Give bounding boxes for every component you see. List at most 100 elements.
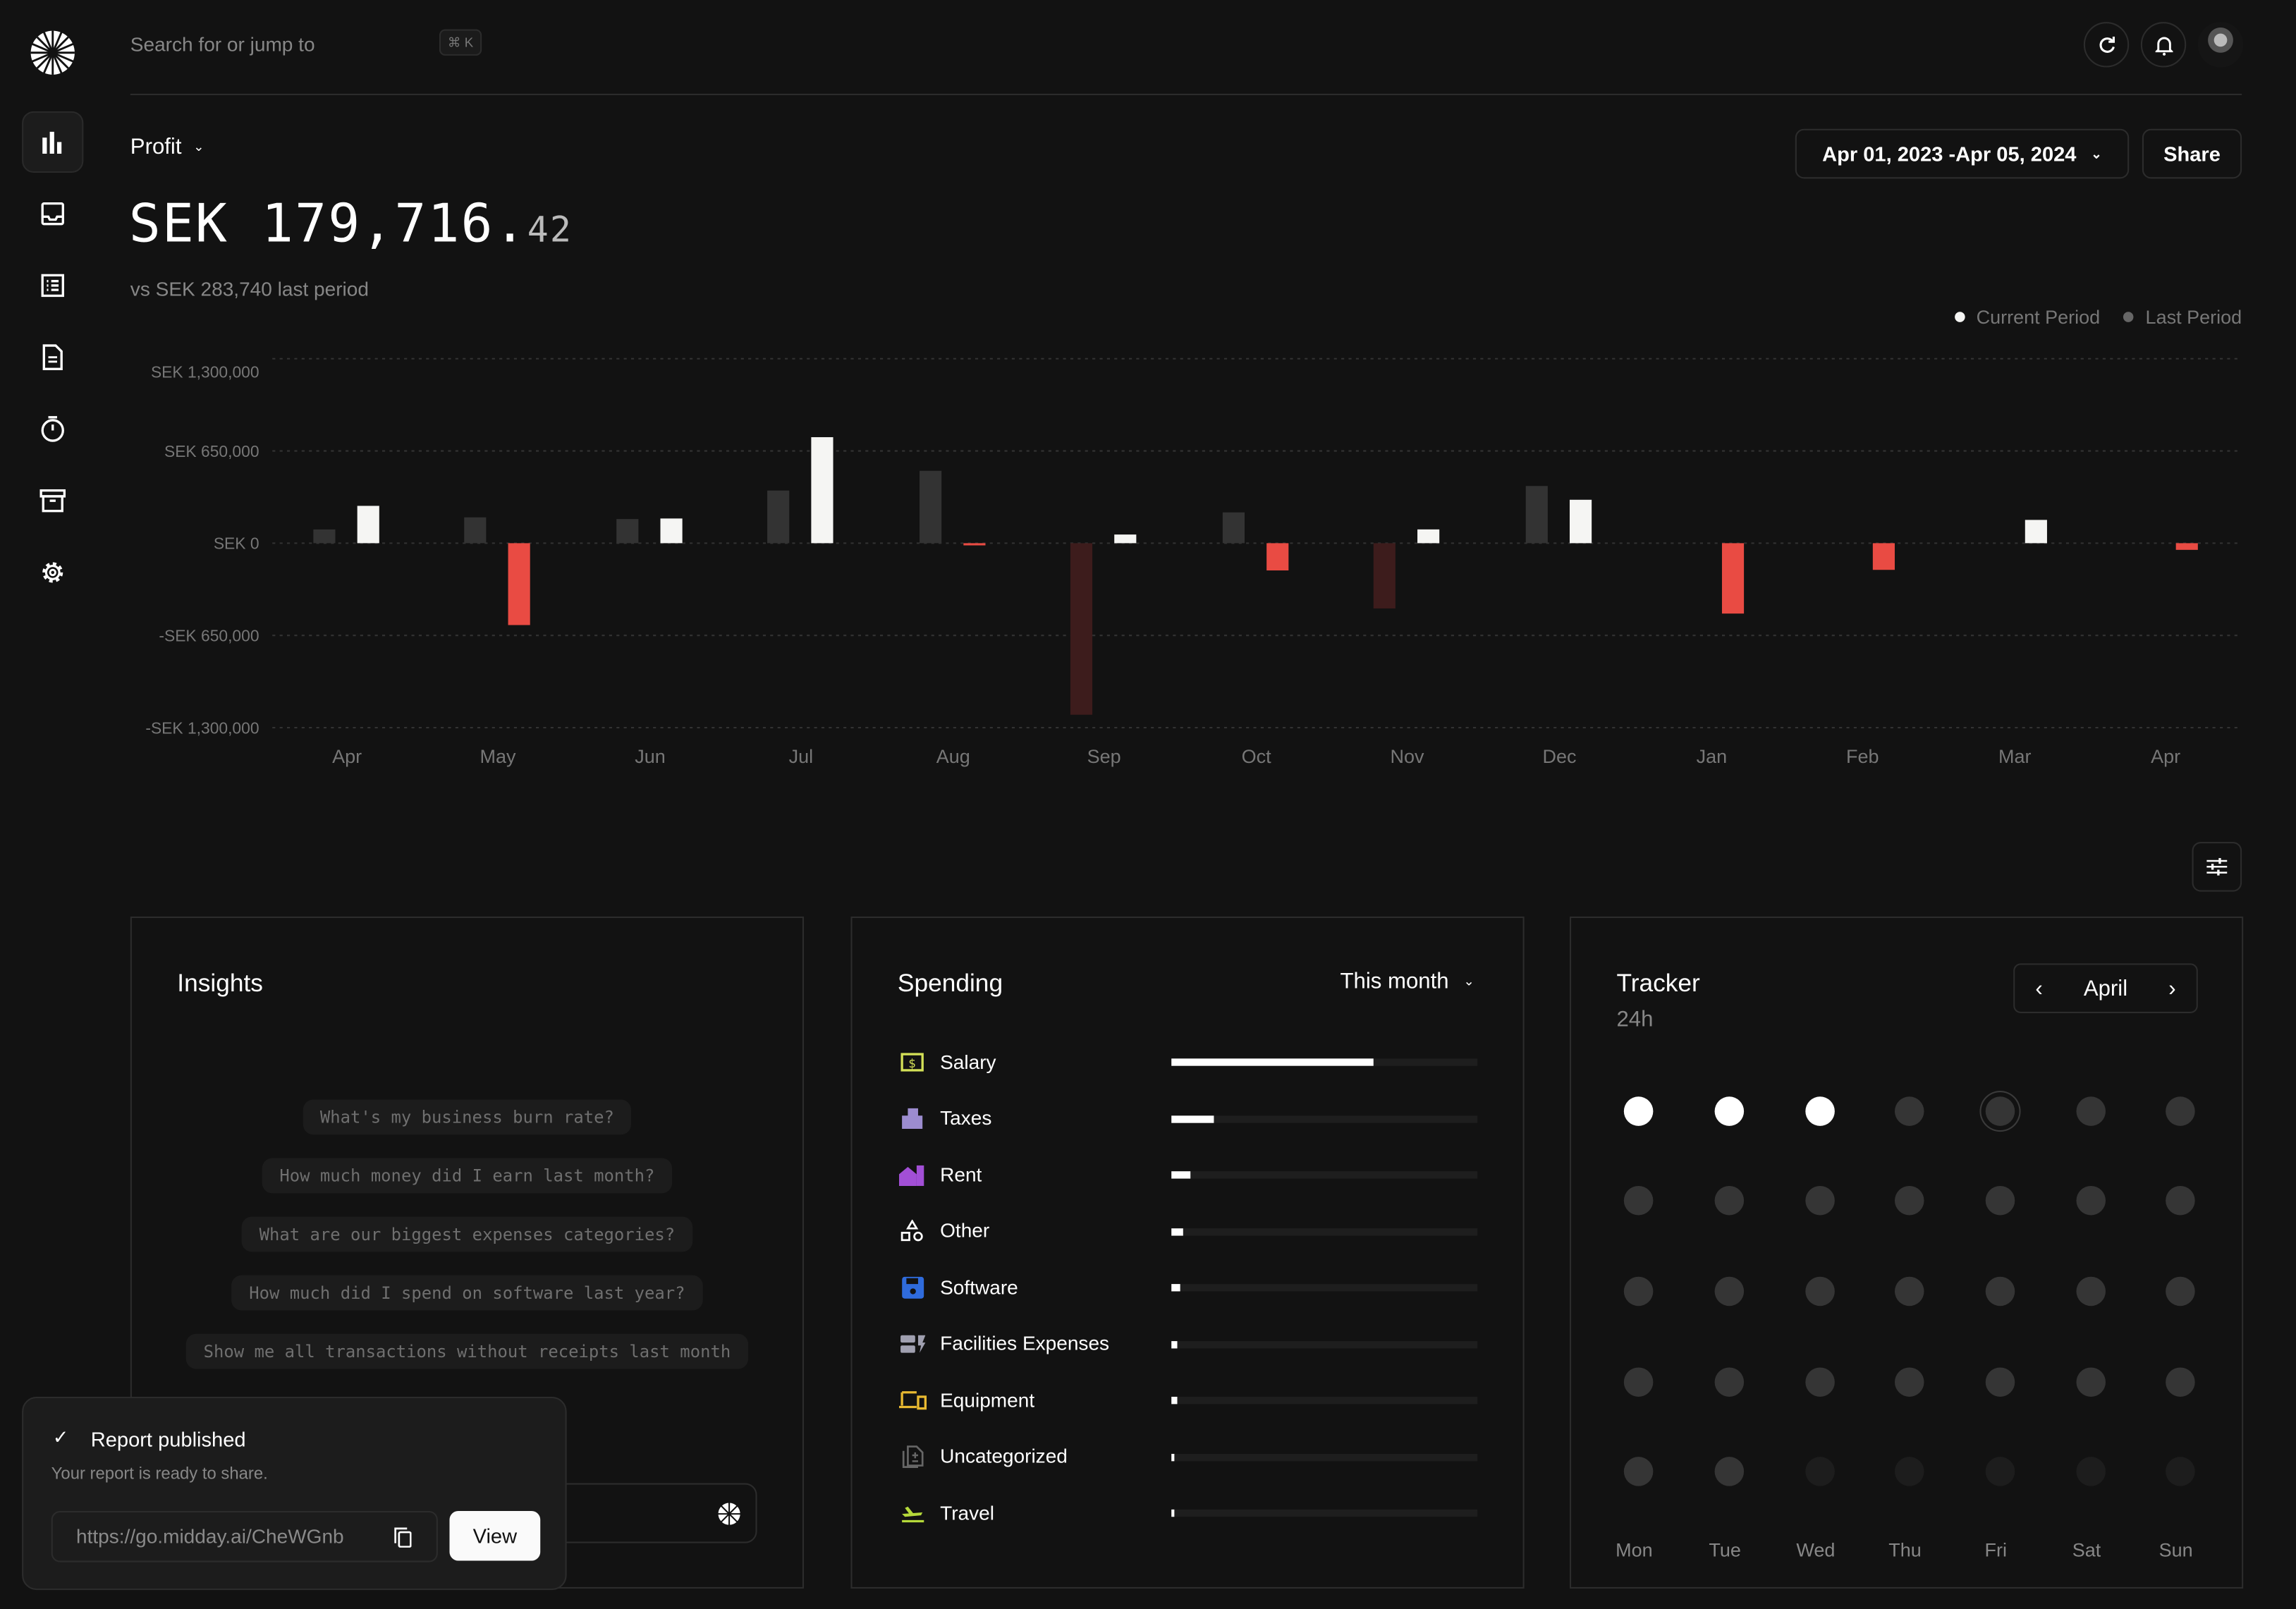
current-period-bar[interactable]	[660, 518, 683, 544]
copy-icon[interactable]	[394, 1527, 412, 1548]
software-floppy-icon	[898, 1275, 927, 1299]
tracker-day-empty[interactable]	[1985, 1185, 2015, 1216]
current-period-bar[interactable]	[357, 506, 379, 544]
current-period-bar[interactable]	[1417, 529, 1440, 544]
view-report-button[interactable]: View	[449, 1510, 541, 1561]
sidebar-item-vault[interactable]	[22, 470, 83, 532]
avatar[interactable]	[2197, 22, 2244, 68]
tracker-day-future[interactable]	[2166, 1457, 2195, 1486]
tracker-day-empty[interactable]	[1894, 1367, 1924, 1397]
sidebar-item-transactions[interactable]	[22, 255, 83, 316]
spending-row-taxes[interactable]: Taxes	[898, 1103, 1484, 1133]
suggestion-chip[interactable]: What's my business burn rate?	[302, 1099, 632, 1135]
spending-period-select[interactable]: This month ⌄	[1341, 969, 1475, 994]
tracker-day-empty[interactable]	[2166, 1276, 2195, 1307]
tracker-day-empty[interactable]	[1623, 1276, 1654, 1307]
last-period-bar[interactable]	[1525, 486, 1548, 544]
tracker-day-empty[interactable]	[1805, 1276, 1835, 1307]
y-tick-label: SEK 0	[214, 534, 259, 553]
share-button[interactable]: Share	[2142, 128, 2242, 179]
category-share-fill	[1171, 1452, 1175, 1461]
sidebar-item-overview[interactable]	[22, 111, 84, 173]
tracker-day-empty[interactable]	[1894, 1185, 1924, 1216]
tracker-day-empty[interactable]	[1894, 1276, 1924, 1307]
last-period-bar[interactable]	[767, 490, 790, 544]
date-range-picker[interactable]: Apr 01, 2023 -Apr 05, 2024 ⌄	[1795, 128, 2130, 179]
last-period-bar[interactable]	[1373, 543, 1396, 608]
tracker-day-empty[interactable]	[1985, 1276, 2015, 1307]
notifications-button[interactable]	[2140, 22, 2187, 68]
current-period-bar[interactable]	[2025, 520, 2047, 544]
last-period-bar[interactable]	[1222, 512, 1245, 544]
tracker-day-empty[interactable]	[2166, 1185, 2195, 1216]
tracker-day-future[interactable]	[1894, 1457, 1924, 1486]
tracker-day-empty[interactable]	[1714, 1457, 1745, 1486]
suggestion-chip[interactable]: How much did I spend on software last ye…	[231, 1275, 703, 1311]
spending-row-other[interactable]: Other	[898, 1216, 1484, 1246]
tracker-day-empty[interactable]	[2076, 1367, 2106, 1397]
sidebar-item-settings[interactable]	[22, 542, 83, 603]
current-period-bar[interactable]	[1872, 543, 1895, 570]
spending-row-travel[interactable]: Travel	[898, 1498, 1484, 1527]
search-input[interactable]: Search for or jump to	[130, 33, 315, 56]
current-period-bar[interactable]	[963, 543, 986, 546]
last-period-bar[interactable]	[1070, 543, 1093, 715]
current-period-bar[interactable]	[2175, 543, 2198, 550]
tracker-day-empty[interactable]	[1623, 1185, 1654, 1216]
sidebar-item-invoices[interactable]	[22, 326, 83, 388]
tracker-day-empty[interactable]	[1894, 1096, 1924, 1126]
spending-row-facilities-expenses[interactable]: Facilities Expenses	[898, 1328, 1484, 1358]
tracker-day-future[interactable]	[1805, 1457, 1835, 1486]
tracker-day-empty[interactable]	[2076, 1276, 2106, 1307]
tracker-day-empty[interactable]	[1714, 1276, 1745, 1307]
current-period-bar[interactable]	[1266, 543, 1289, 571]
previous-month-button[interactable]: ‹	[2035, 975, 2043, 1001]
last-period-bar[interactable]	[313, 529, 336, 544]
refresh-icon	[2099, 35, 2114, 52]
tracker-day-empty[interactable]	[1623, 1367, 1654, 1397]
last-period-bar[interactable]	[464, 517, 487, 544]
suggestion-chip[interactable]: How much money did I earn last month?	[262, 1158, 673, 1194]
current-period-bar[interactable]	[1570, 499, 1592, 544]
tracker-day-empty[interactable]	[2076, 1185, 2106, 1216]
last-period-bar[interactable]	[616, 519, 639, 544]
tracker-day-empty[interactable]	[2076, 1096, 2106, 1126]
sidebar-item-tracker[interactable]	[22, 398, 83, 460]
current-period-bar[interactable]	[508, 543, 530, 625]
tracker-day-empty[interactable]	[1805, 1185, 1835, 1216]
spending-row-rent[interactable]: Rent	[898, 1160, 1484, 1189]
current-period-bar[interactable]	[811, 437, 833, 544]
category-label: Facilities Expenses	[940, 1332, 1110, 1354]
tracker-day-empty[interactable]	[1714, 1367, 1745, 1397]
spending-row-salary[interactable]: $ Salary	[898, 1047, 1484, 1077]
taxes-building-icon	[898, 1106, 927, 1130]
report-link-field[interactable]: https://go.midday.ai/CheWGnb	[51, 1510, 438, 1562]
next-month-button[interactable]: ›	[2168, 975, 2176, 1001]
refresh-button[interactable]	[2083, 22, 2130, 68]
spending-row-software[interactable]: Software	[898, 1272, 1484, 1302]
spending-row-uncategorized[interactable]: Uncategorized	[898, 1441, 1484, 1471]
sidebar-item-inbox[interactable]	[22, 183, 83, 245]
logo[interactable]	[30, 30, 76, 76]
tracker-day-future[interactable]	[1985, 1457, 2015, 1486]
current-period-bar[interactable]	[1721, 543, 1745, 614]
suggestion-chip[interactable]: What are our biggest expenses categories…	[241, 1216, 693, 1252]
y-tick-label: -SEK 1,300,000	[145, 718, 259, 737]
tracker-day-active[interactable]	[1805, 1096, 1835, 1126]
tracker-day-active[interactable]	[1623, 1096, 1654, 1126]
last-period-bar[interactable]	[920, 470, 942, 544]
tracker-day-empty[interactable]	[1623, 1457, 1654, 1486]
tracker-day-empty[interactable]	[2166, 1096, 2195, 1126]
customize-widgets-button[interactable]	[2192, 841, 2242, 892]
suggestion-chip[interactable]: Show me all transactions without receipt…	[185, 1333, 749, 1369]
tracker-day-active[interactable]	[1714, 1096, 1745, 1126]
spending-row-equipment[interactable]: Equipment	[898, 1385, 1484, 1414]
current-period-bar[interactable]	[1114, 534, 1137, 544]
tracker-day-empty[interactable]	[1714, 1185, 1745, 1216]
tracker-day-future[interactable]	[2076, 1457, 2106, 1486]
tracker-day-empty[interactable]	[1985, 1367, 2015, 1397]
tracker-day-empty[interactable]	[2166, 1367, 2195, 1397]
metric-selector[interactable]: Profit ⌄	[130, 135, 204, 159]
tracker-day-today[interactable]	[1985, 1096, 2015, 1126]
tracker-day-empty[interactable]	[1805, 1367, 1835, 1397]
